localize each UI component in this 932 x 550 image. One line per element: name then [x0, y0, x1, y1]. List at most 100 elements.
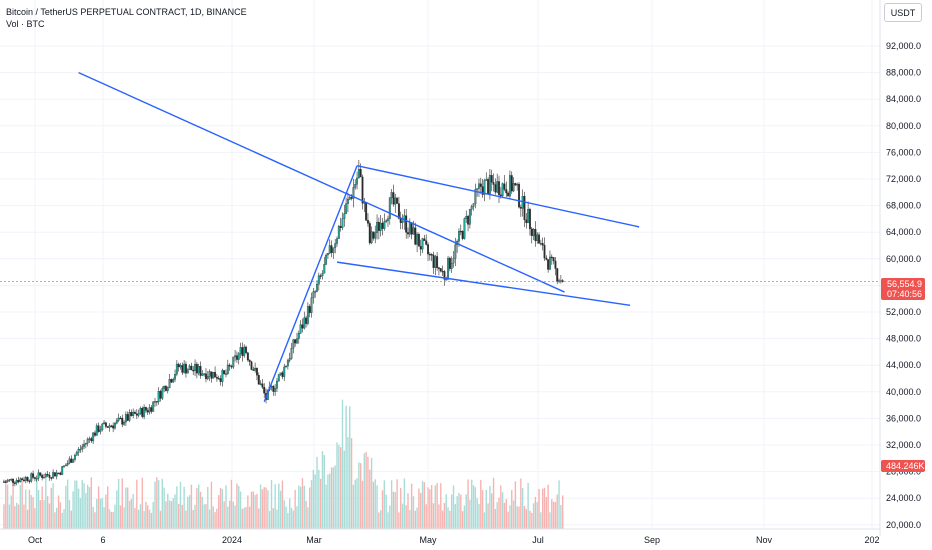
volume-bar [207, 486, 209, 529]
volume-bar [407, 493, 409, 529]
volume-bar [465, 494, 467, 529]
candle-body [72, 459, 75, 463]
volume-bar [188, 495, 191, 529]
trendline[interactable] [78, 71, 565, 293]
volume-bar [363, 453, 366, 529]
volume-bar [321, 451, 324, 529]
candle-body [148, 407, 151, 413]
volume-bar [385, 494, 387, 529]
volume-bar [378, 512, 380, 529]
candle-body [461, 231, 464, 239]
volume-bar [154, 481, 156, 529]
volume-bar [143, 511, 145, 529]
candle-body [230, 365, 233, 368]
volume-bar [285, 506, 287, 529]
candle-body [441, 270, 444, 273]
volume-bar [358, 462, 360, 529]
volume-legend[interactable]: Vol · BTC [6, 19, 45, 29]
candle-body [326, 253, 329, 256]
trendline[interactable] [336, 261, 631, 307]
volume-bar [76, 480, 78, 529]
volume-bar [540, 512, 542, 529]
currency-button[interactable]: USDT [884, 3, 922, 22]
time-tick-label: Jul [532, 535, 544, 545]
volume-bar [469, 499, 471, 529]
candle-body [550, 256, 553, 259]
candle-body [90, 438, 93, 442]
symbol-title[interactable]: Bitcoin / TetherUS PERPETUAL CONTRACT, 1… [6, 7, 247, 17]
volume-bar [434, 485, 436, 529]
volume-bar [119, 505, 122, 529]
candle-body [365, 202, 368, 221]
volume-bar [545, 497, 548, 529]
volume-bar [450, 494, 453, 529]
volume-bar [292, 510, 295, 529]
volume-bar [214, 512, 216, 529]
candle-body [139, 408, 142, 414]
candle-body [215, 376, 218, 379]
candle-body [286, 360, 289, 367]
volume-bar [412, 496, 415, 529]
candle-body [554, 260, 557, 269]
volume-bar [74, 480, 76, 529]
candle-body [487, 179, 490, 194]
candle-body [157, 391, 160, 402]
candle-body [103, 422, 106, 425]
candle-body [161, 388, 164, 399]
candle-body [419, 246, 422, 250]
volume-bar [520, 478, 522, 529]
volume-bar [560, 504, 562, 529]
volume-bar [147, 505, 149, 529]
candle-body [352, 187, 355, 199]
candle-body [359, 169, 362, 178]
volume-bar [396, 479, 398, 529]
time-tick-label: Nov [756, 535, 773, 545]
volume-bar [190, 484, 193, 529]
volume-bar [521, 487, 524, 529]
volume-badge: 484.246K [881, 460, 925, 472]
time-tick-label: Sep [644, 535, 660, 545]
candle-body [334, 243, 337, 248]
candle-body [396, 197, 399, 204]
trendline[interactable] [263, 165, 358, 403]
volume-bar [387, 512, 389, 529]
candle-body [448, 257, 451, 269]
candle-body [186, 369, 189, 374]
price-tick-label: 48,000.0 [886, 334, 921, 344]
candle-body [252, 369, 255, 371]
candle-body [121, 417, 124, 425]
candle-body [454, 244, 457, 259]
candle-body [37, 472, 40, 479]
volume-bar [16, 502, 18, 529]
volume-bar [150, 512, 153, 529]
volume-bar [276, 509, 278, 529]
volume-bar [14, 506, 16, 529]
trendline[interactable] [356, 165, 640, 228]
volume-bar [339, 447, 342, 529]
volume-bar [463, 505, 466, 529]
candle-body [261, 383, 264, 388]
volume-bar [461, 511, 464, 529]
candle-body [168, 379, 171, 388]
volume-bar [529, 510, 531, 529]
candle-body [24, 477, 27, 481]
volume-bar [88, 487, 91, 529]
trendlines[interactable] [78, 71, 640, 403]
candle-body [337, 225, 340, 239]
volume-bar [30, 495, 32, 529]
candle-body [84, 442, 87, 445]
candle-body [523, 196, 526, 220]
candle-body [188, 365, 191, 371]
candle-body [385, 220, 388, 222]
candle-body [516, 183, 519, 186]
candle-body [21, 478, 24, 481]
volume-bar [259, 484, 262, 529]
volume-bar [117, 478, 120, 529]
candle-body [288, 358, 291, 361]
volume-bar [125, 487, 127, 529]
candle-body [474, 189, 477, 205]
candle-body [79, 448, 82, 451]
volume-bars [3, 399, 564, 529]
volume-bar [532, 503, 535, 529]
